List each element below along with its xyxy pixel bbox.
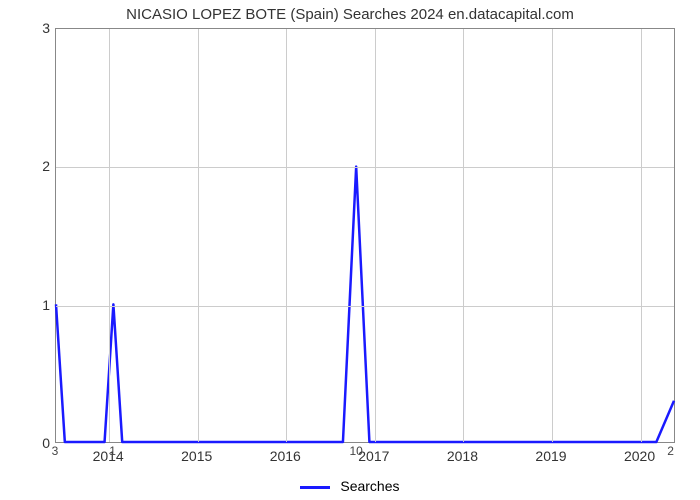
data-label: 2 [667,444,674,458]
ytick-label: 2 [10,158,50,174]
xtick-label: 2020 [624,448,655,464]
xtick-label: 2017 [358,448,389,464]
gridline-horizontal [56,167,674,168]
ytick-label: 3 [10,20,50,36]
chart-svg [56,29,674,442]
gridline-horizontal [56,306,674,307]
legend-line-swatch [300,486,330,489]
data-label: 10 [349,444,362,458]
gridline-vertical [641,29,642,442]
ytick-label: 1 [10,297,50,313]
xtick-label: 2018 [447,448,478,464]
plot-area [55,28,675,443]
series-line [56,167,674,442]
xtick-label: 2015 [181,448,212,464]
gridline-vertical [109,29,110,442]
data-label: 1 [109,444,116,458]
data-label: 3 [52,444,59,458]
gridline-vertical [552,29,553,442]
gridline-vertical [375,29,376,442]
xtick-label: 2016 [270,448,301,464]
legend: Searches [0,478,700,494]
chart-title: NICASIO LOPEZ BOTE (Spain) Searches 2024… [0,6,700,23]
ytick-label: 0 [10,435,50,451]
xtick-label: 2014 [93,448,124,464]
chart-container: NICASIO LOPEZ BOTE (Spain) Searches 2024… [0,0,700,500]
gridline-vertical [198,29,199,442]
gridline-vertical [286,29,287,442]
legend-label: Searches [340,478,399,494]
gridline-vertical [463,29,464,442]
xtick-label: 2019 [535,448,566,464]
